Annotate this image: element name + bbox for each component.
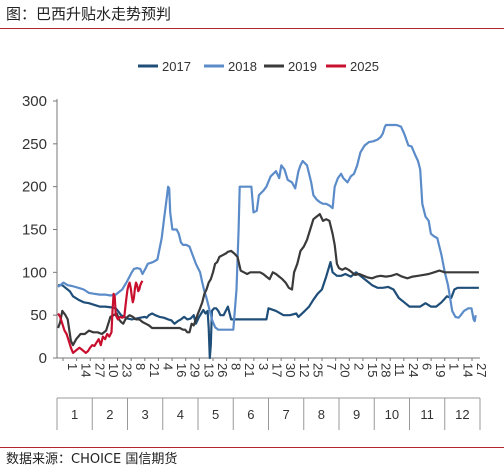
x-tick-label-23: 28 xyxy=(379,363,394,377)
x-tick-label-18: 25 xyxy=(310,363,325,377)
x-tick-label-5: 8 xyxy=(133,363,148,370)
x-tick-label-6: 21 xyxy=(147,363,162,377)
title-divider xyxy=(0,28,504,29)
x-tick-label-28: 1 xyxy=(447,363,462,370)
legend-label-2017: 2017 xyxy=(162,59,191,74)
month-label-6: 6 xyxy=(247,407,254,422)
x-tick-label-9: 29 xyxy=(188,363,203,377)
x-tick-label-17: 12 xyxy=(297,363,312,377)
chart-title: 图：巴西升贴水走势预判 xyxy=(6,5,172,23)
y-tick-label-50: 50 xyxy=(30,307,47,324)
month-label-10: 10 xyxy=(385,407,399,422)
x-tick-label-26: 6 xyxy=(419,363,434,370)
series-line-2017 xyxy=(58,261,479,360)
month-label-3: 3 xyxy=(142,407,149,422)
y-tick-label-300: 300 xyxy=(22,93,47,110)
x-tick-label-15: 17 xyxy=(270,363,285,377)
x-tick-label-19: 7 xyxy=(324,363,339,370)
month-label-4: 4 xyxy=(177,407,184,422)
month-label-8: 8 xyxy=(318,407,325,422)
y-tick-label-100: 100 xyxy=(22,264,47,281)
x-axis: 1142710238214162913268213173012257202152… xyxy=(56,357,489,430)
x-tick-label-21: 2 xyxy=(351,363,366,370)
month-label-12: 12 xyxy=(455,407,469,422)
x-tick-label-16: 30 xyxy=(283,363,298,377)
x-tick-label-24: 11 xyxy=(392,363,407,377)
month-label-2: 2 xyxy=(106,407,113,422)
x-tick-label-13: 21 xyxy=(242,363,257,377)
month-label-11: 11 xyxy=(420,407,434,422)
legend-label-2018: 2018 xyxy=(228,59,257,74)
x-tick-label-1: 14 xyxy=(79,363,94,377)
legend-label-2019: 2019 xyxy=(288,59,317,74)
legend-label-2025: 2025 xyxy=(350,59,379,74)
month-label-9: 9 xyxy=(353,407,360,422)
y-axis: 0 50 100 150 200 250 300 xyxy=(22,93,58,367)
x-tick-label-30: 27 xyxy=(474,363,489,377)
y-tick-label-150: 150 xyxy=(22,222,47,239)
y-tick-label-200: 200 xyxy=(22,179,47,196)
chart-legend: 2017 2018 2019 2025 xyxy=(138,59,379,74)
source-divider xyxy=(0,447,504,448)
series-layer xyxy=(57,123,479,360)
x-tick-label-7: 4 xyxy=(160,363,175,370)
month-label-5: 5 xyxy=(212,407,219,422)
x-tick-label-14: 3 xyxy=(256,363,271,370)
series-line-2019 xyxy=(57,213,479,347)
x-tick-label-3: 10 xyxy=(106,363,121,377)
x-tick-label-12: 8 xyxy=(229,363,244,370)
series-line-2018 xyxy=(57,123,477,331)
x-tick-label-8: 16 xyxy=(174,363,189,377)
data-source: 数据来源：CHOICE 国信期货 xyxy=(6,452,178,467)
x-tick-label-25: 24 xyxy=(406,363,421,377)
x-tick-label-22: 15 xyxy=(365,363,380,377)
x-tick-label-11: 26 xyxy=(215,363,230,377)
x-tick-label-29: 14 xyxy=(460,363,475,377)
y-tick-label-0: 0 xyxy=(39,350,47,367)
month-label-1: 1 xyxy=(71,407,78,422)
x-tick-label-27: 19 xyxy=(433,363,448,377)
x-tick-label-0: 1 xyxy=(65,363,80,370)
x-tick-label-20: 20 xyxy=(338,363,353,377)
x-tick-label-4: 23 xyxy=(120,363,135,377)
x-tick-label-2: 27 xyxy=(92,363,107,377)
month-label-7: 7 xyxy=(283,407,290,422)
x-tick-label-10: 13 xyxy=(201,363,216,377)
series-line-2025 xyxy=(57,280,144,354)
y-tick-label-250: 250 xyxy=(22,136,47,153)
